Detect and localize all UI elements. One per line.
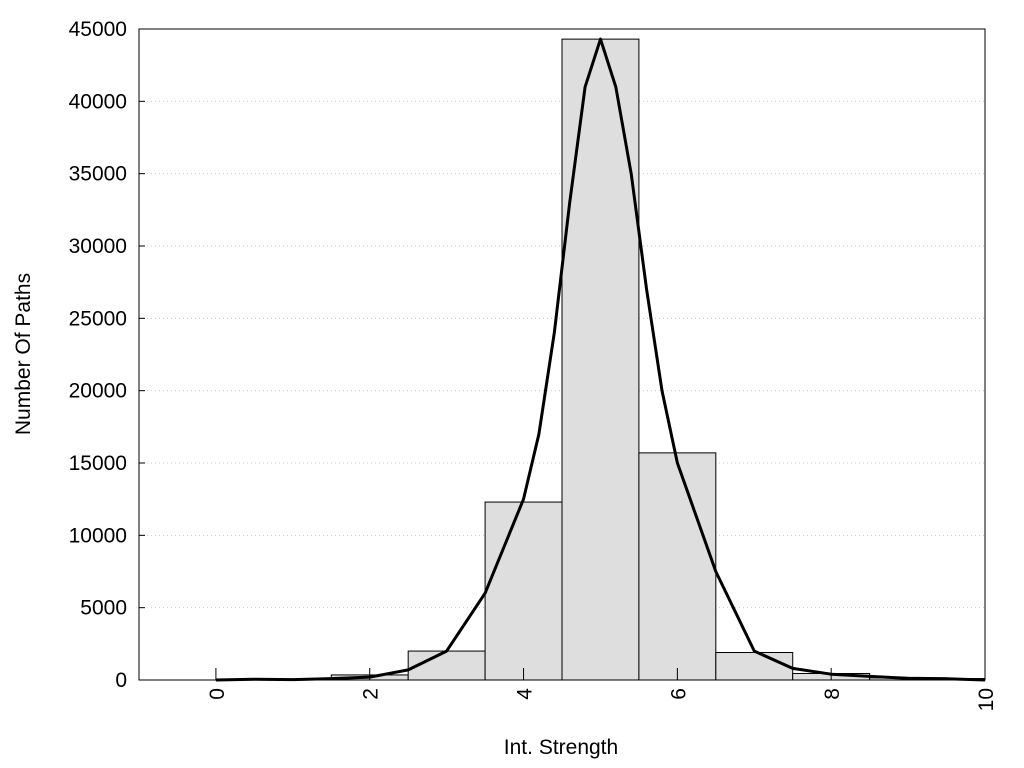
curve-layer — [215, 37, 986, 682]
y-tick-label: 15000 — [69, 452, 127, 475]
y-tick-label: 20000 — [69, 380, 127, 403]
x-tick-label: 6 — [667, 688, 690, 700]
x-axis-label: Int. Strength — [503, 736, 619, 759]
grid-layer — [139, 100, 985, 609]
y-tick-label: 10000 — [69, 524, 127, 547]
histogram-bar — [561, 38, 640, 681]
plot-frame — [138, 28, 986, 681]
histogram-bar — [638, 452, 717, 681]
y-tick-label: 45000 — [69, 18, 127, 41]
x-tick-label: 2 — [360, 688, 383, 700]
bars-layer — [253, 38, 986, 681]
y-axis-label: Number Of Paths — [12, 272, 35, 436]
x-tick-label: 8 — [821, 688, 844, 700]
y-tick-label: 35000 — [69, 163, 127, 186]
x-tick-label: 4 — [514, 688, 537, 700]
x-tick-label: 0 — [206, 688, 229, 700]
y-tick-label: 5000 — [80, 597, 127, 620]
histogram-bar — [715, 652, 794, 681]
x-tick-label: 10 — [975, 688, 998, 711]
histogram-bar — [484, 501, 563, 681]
y-tick-label: 40000 — [69, 90, 127, 113]
y-tick-label: 0 — [115, 669, 127, 692]
y-tick-label: 30000 — [69, 235, 127, 258]
y-axis: 0 5000 10000 15000 20000 25000 30000 35000 40000… — [69, 18, 145, 692]
x-axis: 0 2 4 6 8 10 — [206, 668, 998, 711]
y-tick-label: 25000 — [69, 307, 127, 330]
density-curve — [215, 37, 986, 682]
